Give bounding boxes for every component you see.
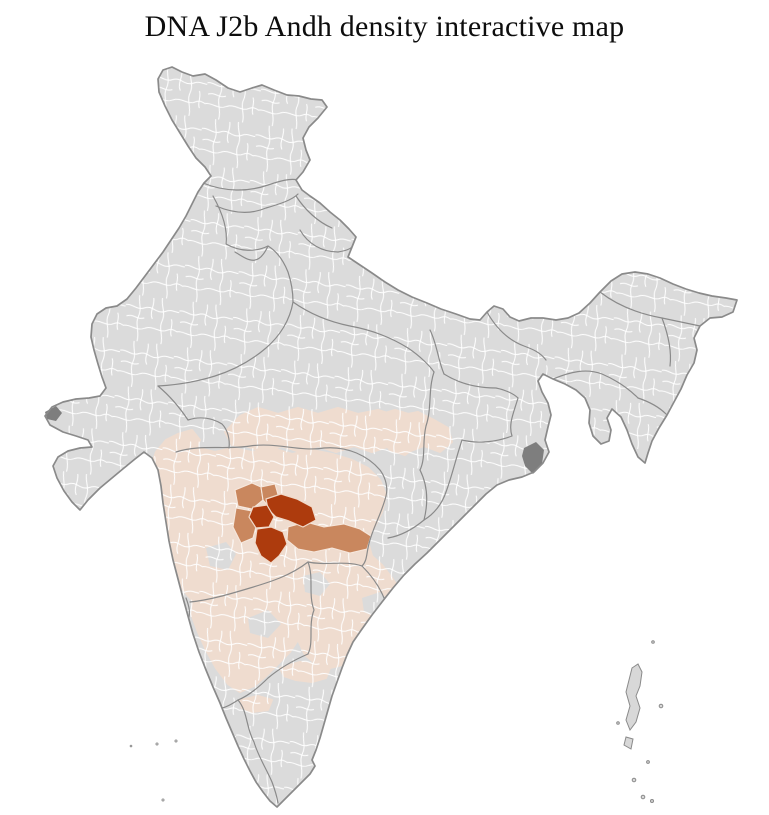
map-title: DNA J2b Andh density interactive map <box>144 10 625 43</box>
high-density-districts[interactable] <box>248 493 317 564</box>
lakshadweep-islands[interactable] <box>129 739 178 802</box>
andaman-nicobar-islands[interactable] <box>616 640 664 803</box>
state-borders <box>157 178 701 804</box>
sundarbans-marsh-patch <box>522 442 544 474</box>
high-district-south[interactable] <box>254 526 288 564</box>
medium-density-districts[interactable] <box>232 482 372 554</box>
india-outline <box>44 66 738 808</box>
medium-district-east-band[interactable] <box>286 521 372 554</box>
